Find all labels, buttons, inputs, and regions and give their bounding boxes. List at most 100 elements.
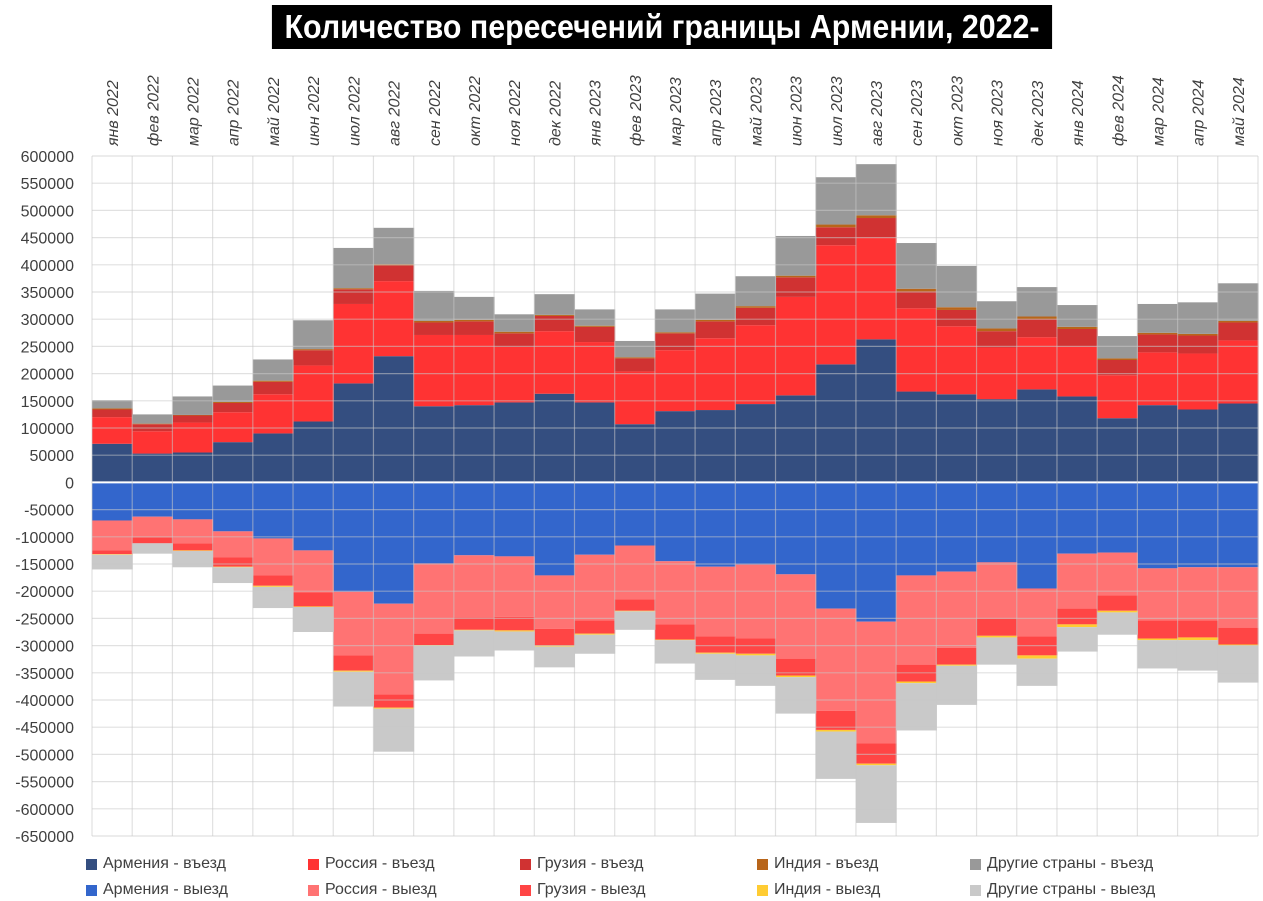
area-segment xyxy=(735,306,777,308)
area-segment xyxy=(1217,403,1259,483)
area-segment xyxy=(1097,360,1138,376)
area-segment xyxy=(413,406,455,483)
area-segment xyxy=(855,215,897,219)
area-segment xyxy=(614,611,656,630)
area-segment xyxy=(1137,303,1179,333)
area-segment xyxy=(413,334,455,407)
y-tick-label: 250000 xyxy=(21,339,74,356)
area-segment xyxy=(293,320,334,350)
area-segment xyxy=(1056,396,1098,483)
area-segment xyxy=(132,516,173,538)
area-segment xyxy=(614,545,656,600)
chart-title: Количество пересечений границы Армении, … xyxy=(271,5,1053,89)
y-tick-label: 600000 xyxy=(21,149,74,166)
area-segment xyxy=(896,243,937,289)
area-segment xyxy=(172,519,214,544)
area-segment xyxy=(413,563,455,634)
area-segment xyxy=(936,265,978,308)
area-segment xyxy=(1137,332,1179,335)
legend-item: Индия - выезд xyxy=(757,881,880,899)
x-tick-label: июн 2022 xyxy=(306,76,323,146)
legend-swatch xyxy=(308,884,319,896)
area-segment xyxy=(494,346,535,403)
legend-swatch xyxy=(86,858,97,870)
area-segment xyxy=(695,652,736,654)
area-segment xyxy=(293,550,334,593)
gridlines xyxy=(91,155,1259,837)
area-segment xyxy=(172,396,214,415)
area-segment xyxy=(373,707,415,709)
area-segment xyxy=(494,630,535,632)
x-tick-label: май 2023 xyxy=(748,77,765,146)
area-segment xyxy=(92,409,133,418)
area-segment xyxy=(574,633,616,635)
legend-item: Россия - выезд xyxy=(308,881,437,899)
area-segment xyxy=(654,350,696,412)
area-segment xyxy=(333,247,374,289)
area-segment xyxy=(735,655,777,686)
x-tick-label: июн 2023 xyxy=(789,76,806,146)
area-segment xyxy=(453,405,495,483)
area-segment xyxy=(735,325,777,405)
area-segment xyxy=(574,482,616,555)
area-segment xyxy=(855,164,897,216)
legend-item: Россия - въезд xyxy=(308,855,435,873)
x-tick-label: апр 2022 xyxy=(226,79,243,146)
area-segment xyxy=(1137,352,1179,406)
area-segment xyxy=(896,482,937,576)
x-axis: янв 2022 фев 2022 мар 2022 апр 2022 май 2022… xyxy=(105,75,1248,147)
area-segment xyxy=(413,482,455,564)
y-tick-label: 150000 xyxy=(21,394,74,411)
area-segment xyxy=(293,421,334,483)
area-segment xyxy=(453,617,495,630)
area-segment xyxy=(172,422,214,453)
area-segment xyxy=(574,554,616,621)
y-tick-label: -650000 xyxy=(15,829,74,846)
legend-swatch xyxy=(520,858,531,870)
y-axis: 6000005500005000004500004000003500003000… xyxy=(15,149,74,846)
x-tick-label: янв 2024 xyxy=(1070,80,1087,147)
area-segment xyxy=(1177,409,1219,483)
area-segment xyxy=(1056,553,1098,609)
x-tick-label: сен 2022 xyxy=(427,80,444,146)
area-segment xyxy=(1016,337,1058,390)
legend-swatch xyxy=(757,884,768,896)
area-segment xyxy=(293,365,334,422)
area-segment xyxy=(1097,610,1138,613)
area-segment xyxy=(212,402,254,413)
area-segment xyxy=(132,537,173,544)
area-segment xyxy=(132,543,173,554)
area-segment xyxy=(172,482,214,520)
legend-swatch xyxy=(86,884,97,896)
area-segment xyxy=(453,334,495,406)
area-segment xyxy=(896,288,937,292)
area-segment xyxy=(775,395,817,483)
area-segment xyxy=(1177,567,1219,621)
legend-label: Армения - выезд xyxy=(103,881,228,898)
y-tick-label: -300000 xyxy=(15,639,74,656)
area-segment xyxy=(1137,568,1179,621)
area-segment xyxy=(453,630,495,657)
area-segment xyxy=(936,482,978,572)
area-segment xyxy=(333,289,374,304)
legend-swatch xyxy=(520,884,531,896)
area-segment xyxy=(132,431,173,454)
legend-swatch xyxy=(308,858,319,870)
area-segment xyxy=(1056,608,1098,625)
series-4 xyxy=(92,164,1259,424)
x-tick-label: окт 2023 xyxy=(949,76,966,146)
y-tick-label: -450000 xyxy=(15,720,74,737)
area-segment xyxy=(1217,322,1259,341)
x-tick-label: окт 2022 xyxy=(467,76,484,146)
area-segment xyxy=(1097,418,1138,483)
area-segment xyxy=(172,452,214,483)
area-segment xyxy=(212,401,254,403)
x-tick-label: дек 2022 xyxy=(547,81,564,146)
area-segment xyxy=(1217,283,1259,321)
area-segment xyxy=(534,575,575,629)
area-segment xyxy=(252,585,294,587)
area-segment xyxy=(735,307,777,326)
area-segment xyxy=(896,681,937,684)
legend-label: Другие страны - выезд xyxy=(987,881,1156,898)
area-segment xyxy=(1137,638,1179,641)
